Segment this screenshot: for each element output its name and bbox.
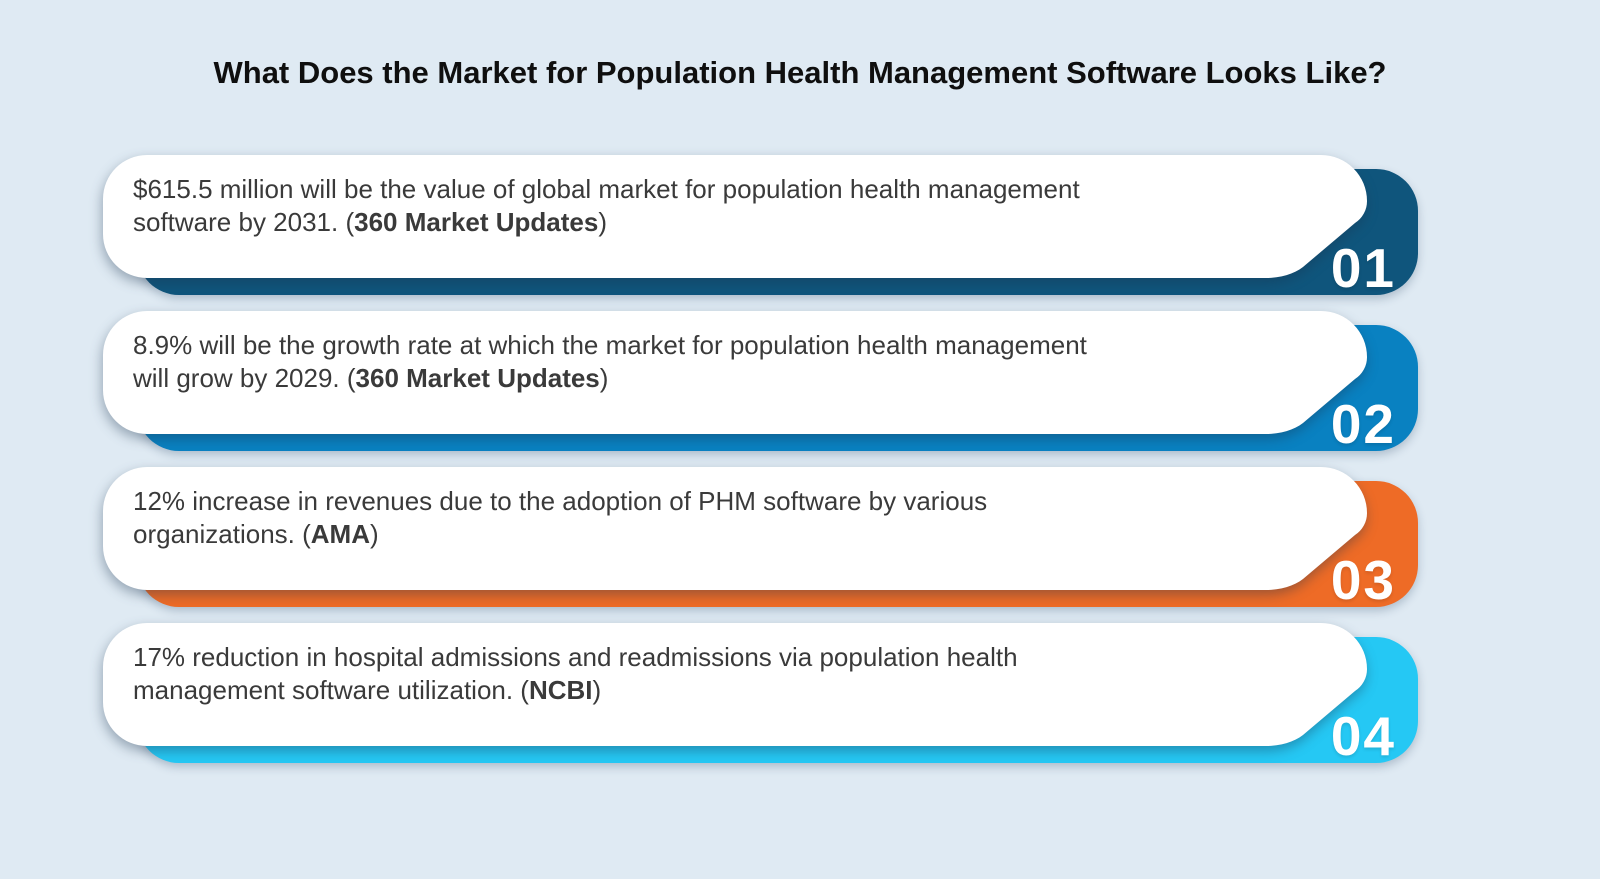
card-3-line1: 12% increase in revenues due to the adop… [133,486,988,516]
card-4-source: NCBI [528,675,593,705]
stat-card-1: $615.5 million will be the value of glob… [103,155,1418,296]
card-2-text: 8.9% will be the growth rate at which th… [133,329,1313,395]
card-4-white-panel [103,623,1367,746]
card-4-text: 17% reduction in hospital admissions and… [133,641,1313,707]
card-3-number-badge: 03 [1330,549,1396,611]
card-2-number-badge: 02 [1330,393,1396,455]
stat-card-2: 8.9% will be the growth rate at which th… [103,311,1418,452]
card-1-line2: software by 2031. (360 Market Updates) [133,207,608,237]
card-1-text: $615.5 million will be the value of glob… [133,173,1313,239]
card-3-text: 12% increase in revenues due to the adop… [133,485,1313,551]
card-1-source: 360 Market Updates [354,207,599,237]
card-1-line1: $615.5 million will be the value of glob… [133,174,1080,204]
card-4-line2: management software utilization. (NCBI) [133,675,602,705]
card-2-white-panel [103,311,1367,434]
card-1-number-badge: 01 [1330,237,1396,299]
card-2-line2: will grow by 2029. (360 Market Updates) [133,363,609,393]
card-4-line1: 17% reduction in hospital admissions and… [133,642,1018,672]
card-3-line2: organizations. (AMA) [133,519,379,549]
stat-card-4: 17% reduction in hospital admissions and… [103,623,1418,764]
card-2-source: 360 Market Updates [355,363,600,393]
card-2-line1: 8.9% will be the growth rate at which th… [133,330,1087,360]
card-4-number-badge: 04 [1330,705,1396,767]
page-title: What Does the Market for Population Heal… [213,55,1387,90]
card-3-source: AMA [310,519,370,549]
card-1-white-panel [103,155,1367,278]
card-3-white-panel [103,467,1367,590]
stat-card-3: 12% increase in revenues due to the adop… [103,467,1418,608]
